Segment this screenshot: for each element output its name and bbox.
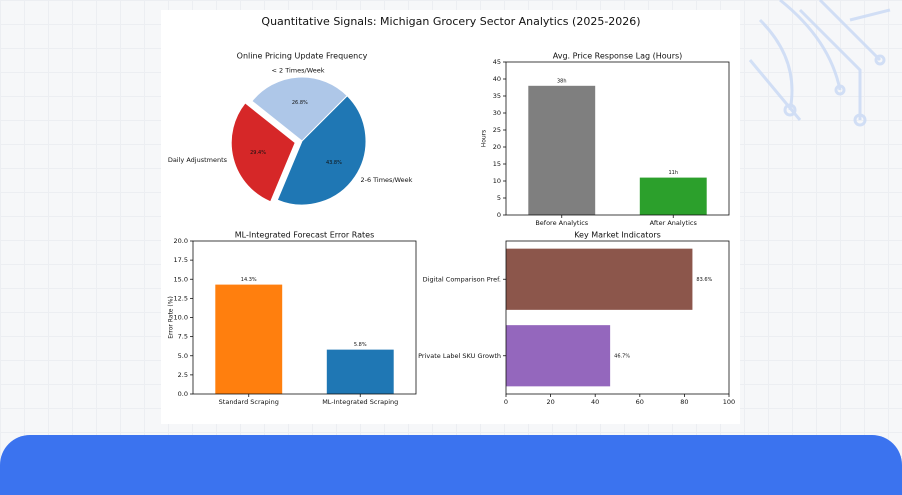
pie-slice [251,76,348,142]
figure: Quantitative Signals: Michigan Grocery S… [161,10,740,424]
y-tick-label: 12.5 [174,294,188,302]
y-tick-label: 7.5 [178,333,188,341]
chart-title: Key Market Indicators [574,231,661,240]
y-tick-label: 20 [493,143,501,151]
pie-slice [276,95,367,206]
x-tick-label: 0 [504,398,508,406]
pie-slice [230,102,296,203]
bar [506,248,693,310]
y-tick-label: Private Label SKU Growth [418,352,501,360]
chart-title: Online Pricing Update Frequency [237,52,368,61]
y-tick-label: 20.0 [174,237,188,245]
value-label: 29.4% [250,150,266,156]
y-tick-label: 15 [493,160,501,168]
value-label: 43.8% [326,160,342,166]
slice-label: 2-6 Times/Week [360,176,412,184]
y-tick-label: 35 [493,92,501,100]
bar [326,349,394,394]
y-tick-label: 30 [493,109,501,117]
chart-title: ML-Integrated Forecast Error Rates [235,231,375,240]
y-axis-label: Error Rate (%) [168,296,175,339]
y-tick-label: 45 [493,58,501,66]
x-tick-label: 100 [723,398,735,406]
value-label: 38h [557,78,567,84]
bar [215,284,283,394]
y-tick-label: 0 [497,211,501,219]
bar [528,85,596,215]
axes-frame [505,61,730,216]
value-label: 14.3% [241,277,257,283]
chart-title: Avg. Price Response Lag (Hours) [553,52,683,61]
bar [639,177,707,215]
y-tick-label: Digital Comparison Pref. [423,275,501,283]
y-tick-label: 5 [497,194,501,202]
y-tick-label: 25 [493,126,501,134]
x-tick-label: ML-Integrated Scraping [322,398,398,406]
y-axis-label: Hours [481,130,488,148]
y-tick-label: 15.0 [174,275,188,283]
slice-label: Daily Adjustments [168,156,228,164]
value-label: 11h [668,170,678,176]
bar [506,325,611,387]
figure-title: Quantitative Signals: Michigan Grocery S… [261,15,640,28]
axes-frame [505,240,730,395]
value-label: 5.8% [354,342,367,348]
x-tick-label: 40 [591,398,599,406]
y-tick-label: 10 [493,177,501,185]
x-tick-label: 80 [680,398,688,406]
y-tick-label: 0.0 [178,390,188,398]
slice-label: < 2 Times/Week [272,67,325,75]
value-label: 26.8% [292,100,308,106]
x-tick-label: Before Analytics [535,219,588,227]
y-tick-label: 5.0 [178,352,188,360]
x-tick-label: Standard Scraping [219,398,279,406]
y-tick-label: 17.5 [174,256,188,264]
y-tick-label: 2.5 [178,371,188,379]
x-tick-label: 20 [546,398,554,406]
decoration [748,0,891,127]
y-tick-label: 10.0 [174,314,188,322]
x-tick-label: 60 [636,398,644,406]
x-tick-label: After Analytics [650,219,698,227]
value-label: 46.7% [614,353,630,359]
y-tick-label: 40 [493,75,501,83]
value-label: 83.6% [696,277,712,283]
footer-band [0,435,902,495]
axes-frame [192,240,417,395]
